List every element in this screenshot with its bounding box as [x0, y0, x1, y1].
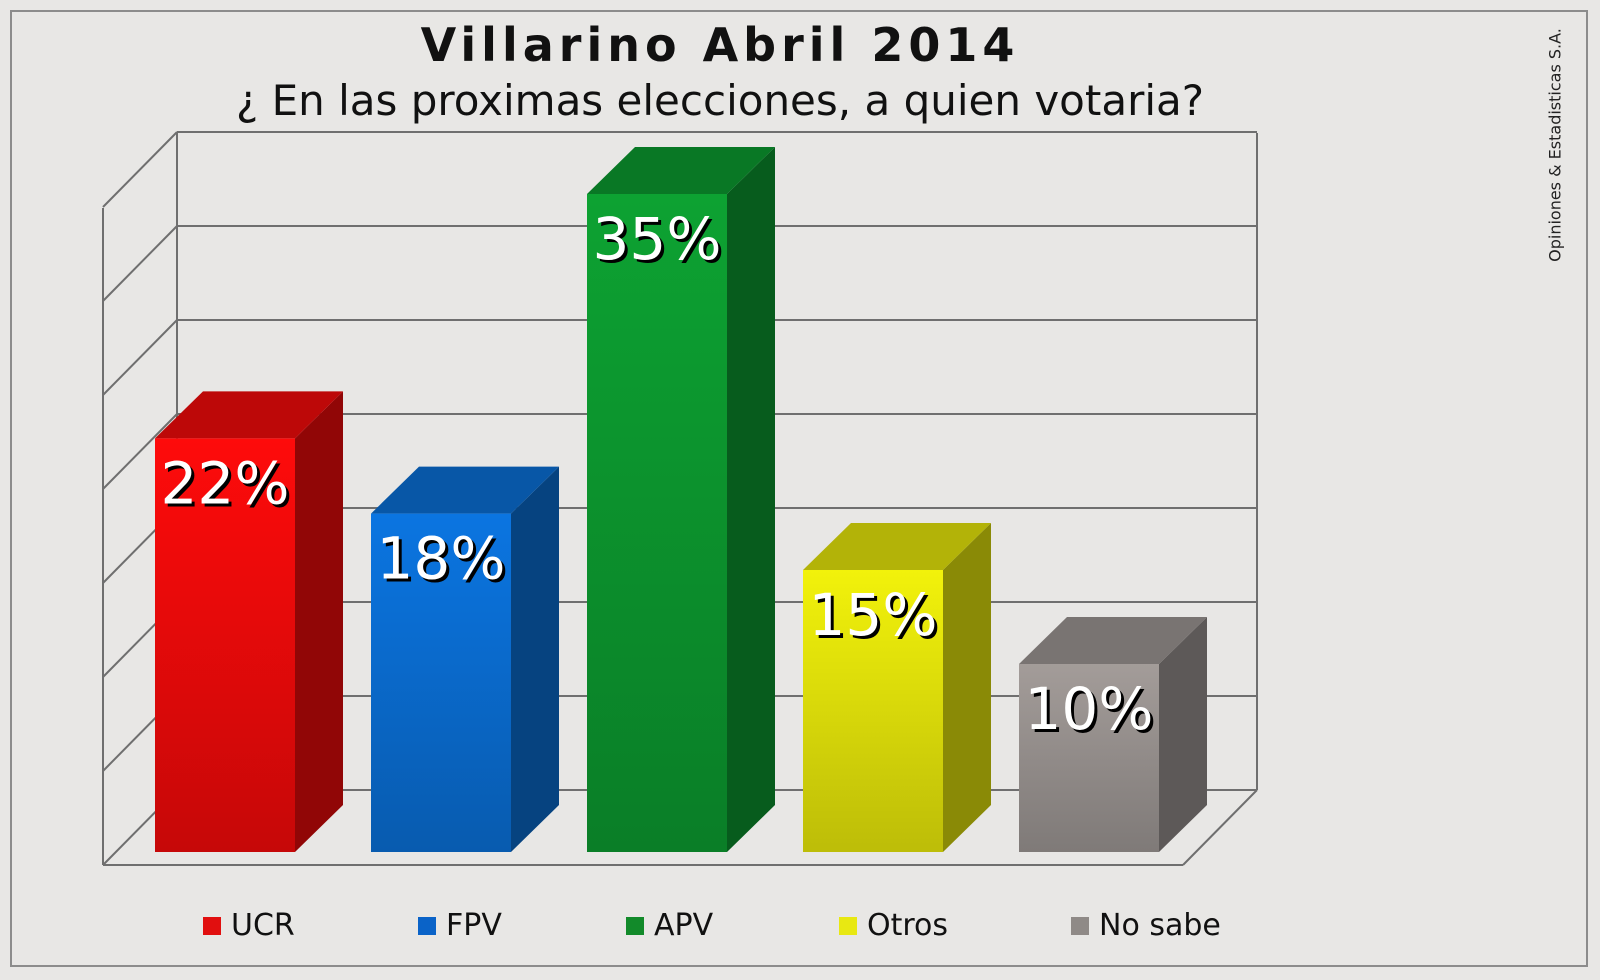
floor-right-edge	[1182, 789, 1258, 866]
bar-value-label-shadow: 35%	[596, 208, 725, 276]
legend-swatch-fpv	[418, 916, 436, 935]
bar-front-face	[155, 438, 295, 852]
side-gridline	[102, 131, 178, 208]
bar-fpv: 18%18%	[371, 466, 559, 852]
legend-label-apv: APV	[654, 908, 714, 943]
legend-swatch-otros	[839, 916, 857, 935]
legend-swatch-apv	[626, 916, 644, 935]
bar-top-face	[371, 466, 559, 514]
bar-value-label: 22%	[161, 449, 290, 517]
bar-no-sabe: 10%10%	[1019, 617, 1207, 852]
bar-value-label: 35%	[593, 205, 722, 273]
bar-value-label-shadow: 18%	[380, 528, 509, 596]
bar-front-face	[1019, 664, 1159, 852]
bar-side-face	[511, 466, 559, 852]
chart-subtitle: ¿ En las proximas elecciones, a quien vo…	[235, 76, 1205, 125]
chart-title: Villarino Abril 2014	[420, 18, 1020, 72]
bar-top-face	[155, 391, 343, 439]
bar-side-face	[727, 147, 775, 852]
bar-value-label: 18%	[377, 525, 506, 593]
legend: UCR FPV APV Otros No sabe	[0, 908, 1600, 948]
bar-top-face	[803, 523, 991, 570]
bar-value-label-shadow: 10%	[1028, 678, 1157, 746]
bar-top-face	[587, 147, 775, 194]
bar-value-label: 10%	[1025, 675, 1154, 743]
legend-item-ucr: UCR	[203, 908, 295, 943]
bar-value-label-shadow: 15%	[812, 584, 941, 652]
legend-swatch-ucr	[203, 916, 221, 935]
bar-value-label-shadow: 22%	[164, 452, 293, 520]
legend-label-fpv: FPV	[446, 908, 502, 943]
bar-side-face	[943, 523, 991, 852]
bar-front-face	[587, 194, 727, 852]
bars: 22%22%18%18%35%35%15%15%10%10%	[155, 147, 1207, 852]
legend-label-ucr: UCR	[231, 908, 295, 943]
legend-label-otros: Otros	[867, 908, 949, 943]
legend-label-no-sabe: No sabe	[1099, 908, 1221, 943]
side-gridline	[102, 225, 178, 302]
bar-ucr: 22%22%	[155, 391, 343, 852]
bar-side-face	[295, 391, 343, 852]
legend-item-apv: APV	[626, 908, 713, 943]
side-gridline	[102, 413, 178, 490]
bar-apv: 35%35%	[587, 147, 775, 852]
bar-otros: 15%15%	[803, 523, 991, 852]
bar-top-face	[1019, 617, 1207, 664]
bar-side-face	[1159, 617, 1207, 852]
legend-item-no-sabe: No sabe	[1071, 908, 1221, 943]
legend-item-fpv: FPV	[418, 908, 502, 943]
legend-item-otros: Otros	[839, 908, 948, 943]
legend-swatch-no-sabe	[1071, 916, 1089, 935]
bar-value-label: 15%	[809, 581, 938, 649]
bar-front-face	[371, 513, 511, 852]
bar-front-face	[803, 570, 943, 852]
side-gridline	[102, 319, 178, 396]
